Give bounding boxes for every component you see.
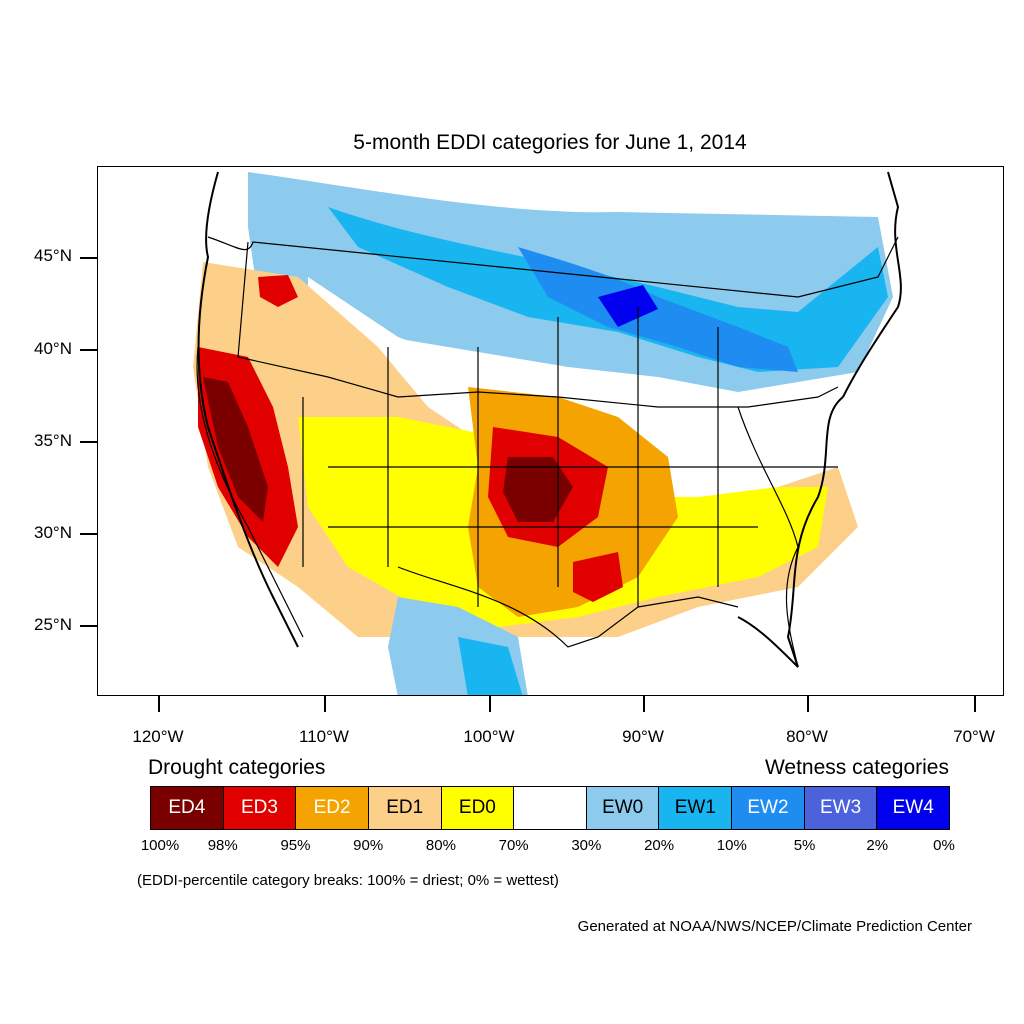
lat-label-40n: 40°N [34,339,72,358]
lat-tick [80,441,97,443]
legend-swatch-ew3: EW3 [804,787,878,829]
state-boundaries [196,236,899,668]
lat-tick [80,533,97,535]
lat-label-35n: 35°N [34,431,72,450]
legend-break-label: 90% [353,837,384,854]
lon-label-120w: 120°W [132,727,184,746]
lon-label-110w: 110°W [299,727,349,746]
legend-swatch-ew4: EW4 [877,787,950,829]
drought-ed4-west [203,377,268,522]
lon-tick [489,696,491,712]
drought-ed3-pnw [258,275,298,307]
wet-region-south-texas-ew1 [458,637,523,695]
map-plot-area [97,166,1004,696]
map-title: 5-month EDDI categories for June 1, 2014 [353,131,747,154]
lat-tick [80,625,97,627]
lon-label-80w: 80°W [786,727,828,746]
category-legend-bar: ED4 ED3 ED2 ED1 ED0 EW0 EW1 EW2 EW3 EW4 [150,786,950,830]
legend-break-label: 2% [866,837,889,854]
legend-swatch-ew1: EW1 [659,787,733,829]
conus-map-graphic [193,171,902,695]
legend-break-label: 0% [933,837,955,854]
lon-label-90w: 90°W [622,727,664,746]
lon-tick [643,696,645,712]
drought-ed3-gulf [573,552,623,602]
legend-break-label: 10% [716,837,747,854]
legend-swatch-ed4: ED4 [151,787,224,829]
legend-break-label: 30% [571,837,602,854]
legend-swatch-ed3: ED3 [223,787,297,829]
wetness-categories-heading: Wetness categories [764,756,949,779]
legend-swatch-ed1: ED1 [368,787,442,829]
legend-break-label: 20% [644,837,675,854]
legend-swatch-ew0: EW0 [586,787,660,829]
legend-break-label: 100% [140,837,180,854]
legend-break-label: 80% [425,837,456,854]
legend-swatch-near-normal [514,787,587,829]
lat-tick [80,257,97,259]
lat-label-45n: 45°N [34,246,72,265]
legend-break-label: 70% [498,837,529,854]
near-normal-region [308,277,848,467]
legend-swatch-ed2: ED2 [296,787,369,829]
coastline [197,171,902,668]
lat-label-30n: 30°N [34,523,72,542]
lon-tick [807,696,809,712]
category-breaks-note: (EDDI-percentile category breaks: 100% =… [137,872,559,889]
drought-ed4-central [503,457,573,522]
lon-tick [324,696,326,712]
lon-label-70w: 70°W [953,727,995,746]
legend-break-label: 98% [207,837,238,854]
legend-swatch-ed0: ED0 [441,787,515,829]
legend-break-label: 5% [793,837,816,854]
lon-label-100w: 100°W [463,727,515,746]
legend-swatch-ew2: EW2 [732,787,805,829]
lat-tick [80,349,97,351]
wet-region-ew2 [518,247,798,372]
lon-tick [974,696,976,712]
wet-region-ew3 [598,285,658,327]
drought-categories-heading: Drought categories [148,756,326,779]
lat-label-25n: 25°N [34,615,72,634]
legend-break-label: 95% [280,837,311,854]
lon-tick [158,696,160,712]
credit-line: Generated at NOAA/NWS/NCEP/Climate Predi… [577,918,972,935]
